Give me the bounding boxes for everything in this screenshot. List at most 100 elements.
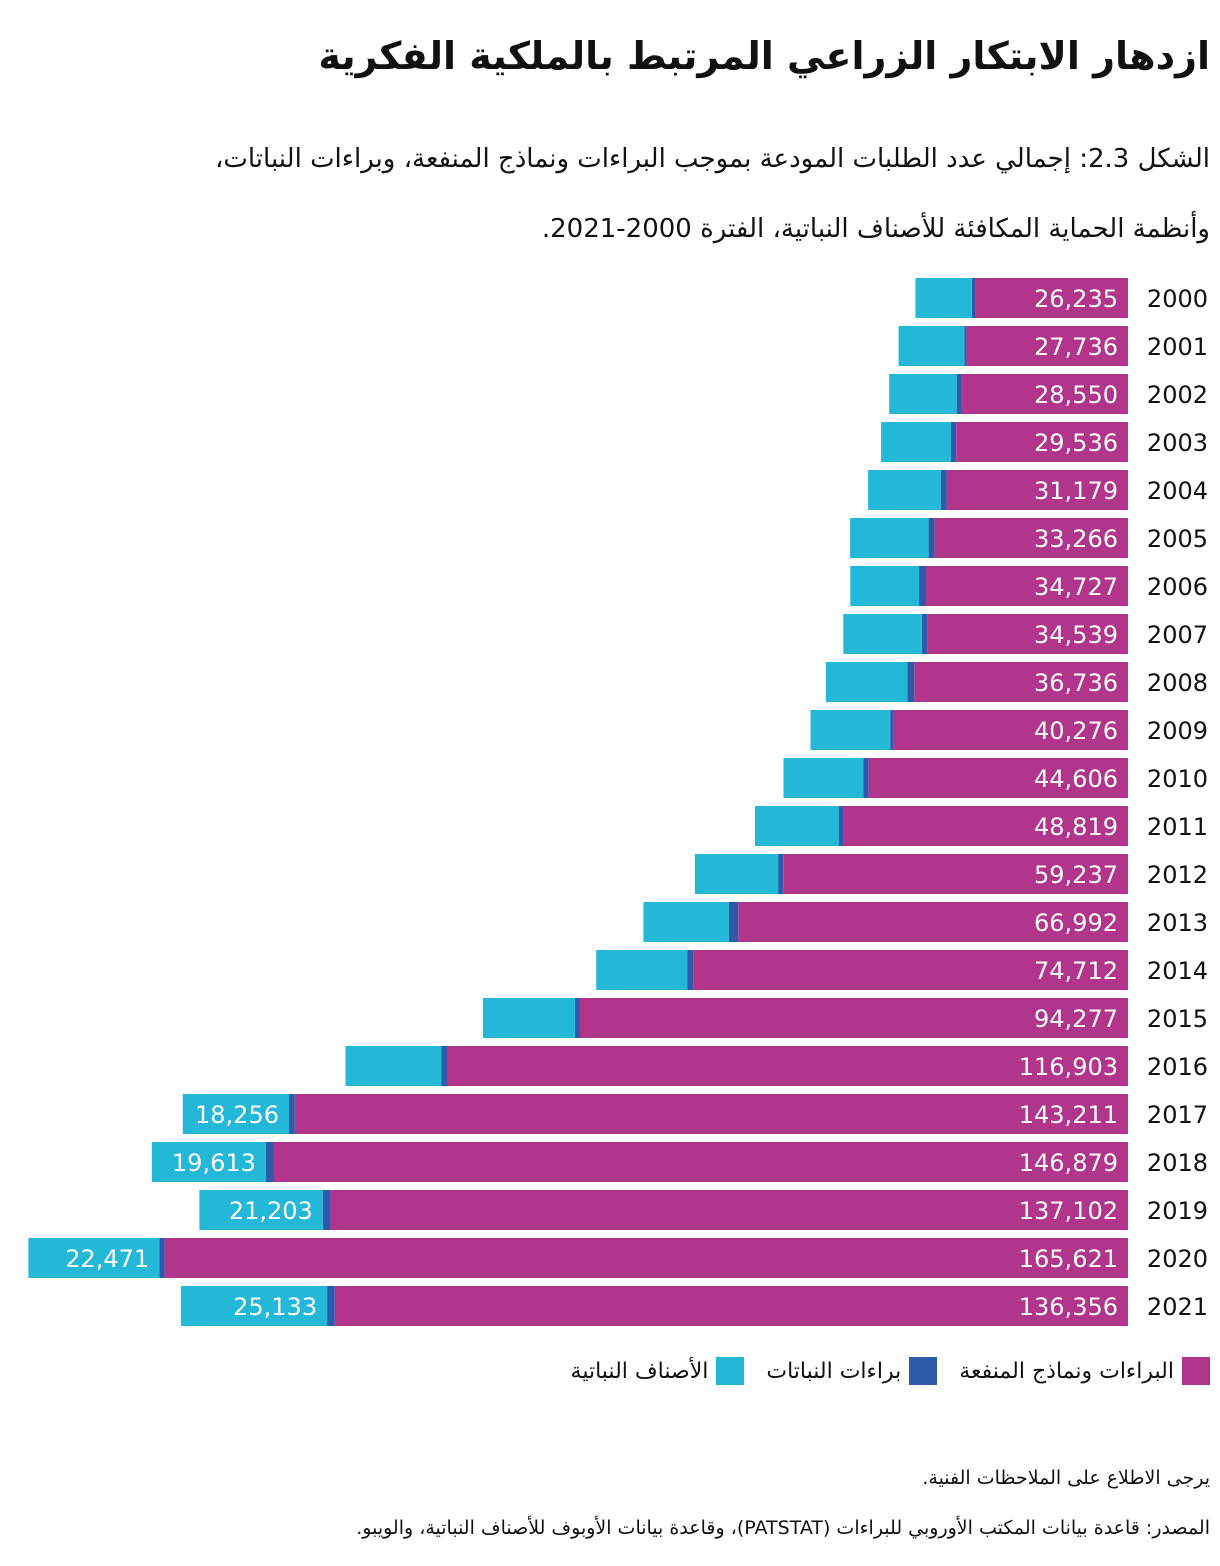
- bar-segment-plant-varieties-2004: [868, 470, 941, 510]
- bar-segment-plant-patents-2021: [327, 1286, 335, 1326]
- data-label-patents-2008: 36,736: [1034, 669, 1118, 697]
- bar-segment-plant-patents-2003: [950, 422, 957, 462]
- bar-segment-plant-patents-2006: [919, 566, 926, 606]
- data-label-patents-2014: 74,712: [1034, 957, 1118, 985]
- bar-segment-plant-varieties-2014: [596, 950, 688, 990]
- data-label-plant-varieties-2017: 18,256: [195, 1101, 279, 1129]
- data-label-patents-2016: 116,903: [1019, 1053, 1118, 1081]
- y-tick-label-2015: 2015: [1147, 1005, 1208, 1033]
- bar-segment-patents-2016: [447, 1046, 1128, 1086]
- y-tick-label-2004: 2004: [1147, 477, 1208, 505]
- bar-segment-patents-2004: [946, 470, 1128, 510]
- data-label-patents-2004: 31,179: [1034, 477, 1118, 505]
- data-label-patents-2015: 94,277: [1034, 1005, 1118, 1033]
- bar-segment-patents-2005: [934, 518, 1128, 558]
- bar-segment-plant-varieties-2007: [843, 614, 922, 654]
- source-note: المصدر: قاعدة بيانات المكتب الأوروبي للب…: [356, 1517, 1210, 1539]
- y-tick-label-2017: 2017: [1147, 1101, 1208, 1129]
- legend-item-plant-patents: براءات النباتات: [766, 1357, 938, 1385]
- bar-segment-plant-patents-2014: [687, 950, 694, 990]
- bar-row-2015: 94,277 2015: [482, 998, 1208, 1038]
- bar-row-2008: 36,736 2008: [825, 662, 1208, 702]
- bar-segment-patents-2000: [975, 278, 1128, 318]
- data-label-patents-2017: 143,211: [1019, 1101, 1118, 1129]
- data-label-patents-2002: 28,550: [1034, 381, 1118, 409]
- bar-segment-plant-patents-2004: [940, 470, 947, 510]
- bar-segment-plant-varieties-2012: [694, 854, 779, 894]
- data-label-patents-2005: 33,266: [1034, 525, 1118, 553]
- y-tick-label-2019: 2019: [1147, 1197, 1208, 1225]
- technical-note: يرجى الاطلاع على الملاحظات الفنية.: [922, 1467, 1210, 1489]
- bar-segment-plant-varieties-2002: [889, 374, 957, 414]
- legend-item-patents: البراءات ونماذج المنفعة: [959, 1357, 1210, 1385]
- data-label-plant-varieties-2018: 19,613: [172, 1149, 256, 1177]
- bar-segment-patents-2007: [927, 614, 1128, 654]
- bar-row-2005: 33,266 2005: [850, 518, 1208, 558]
- data-label-patents-2000: 26,235: [1034, 285, 1118, 313]
- data-label-patents-2010: 44,606: [1034, 765, 1118, 793]
- bar-segment-plant-patents-2009: [890, 710, 894, 750]
- bar-row-2013: 66,992 2013: [643, 902, 1208, 942]
- subtitle-line-2: وأنظمة الحماية المكافئة للأصناف النباتية…: [541, 214, 1210, 244]
- bar-segment-plant-varieties-2019: [199, 1190, 323, 1230]
- bar-segment-patents-2012: [783, 854, 1128, 894]
- y-tick-label-2012: 2012: [1147, 861, 1208, 889]
- chart-subtitle: الشكل 2.3: إجمالي عدد الطلبات المودعة بم…: [10, 124, 1210, 264]
- data-label-patents-2011: 48,819: [1034, 813, 1118, 841]
- data-label-patents-2021: 136,356: [1019, 1293, 1118, 1321]
- bar-segment-plant-patents-2007: [921, 614, 927, 654]
- y-tick-label-2020: 2020: [1147, 1245, 1208, 1273]
- bar-segment-plant-patents-2005: [928, 518, 935, 558]
- bar-row-2001: 27,736 2001: [898, 326, 1208, 366]
- y-tick-label-2003: 2003: [1147, 429, 1208, 457]
- bar-segment-plant-varieties-2008: [825, 662, 908, 702]
- bar-row-2020: 165,621 22,471 2020: [28, 1238, 1208, 1278]
- bar-segment-plant-varieties-2000: [915, 278, 972, 318]
- bar-segment-plant-varieties-2001: [898, 326, 965, 366]
- bar-row-2016: 116,903 2016: [345, 1046, 1208, 1086]
- legend-item-plant-varieties: الأصناف النباتية: [571, 1357, 745, 1385]
- bar-row-2006: 34,727 2006: [850, 566, 1208, 606]
- bar-row-2004: 31,179 2004: [868, 470, 1208, 510]
- stacked-bar-chart: 26,235 2000 27,736 2001 28,550 2002 29,536 2003…: [28, 278, 1208, 1326]
- bar-segment-patents-2003: [956, 422, 1128, 462]
- bar-segment-plant-varieties-2005: [850, 518, 929, 558]
- bar-row-2000: 26,235 2000: [915, 278, 1208, 318]
- y-tick-label-2001: 2001: [1147, 333, 1208, 361]
- bar-segment-plant-patents-2019: [322, 1190, 331, 1230]
- data-label-plant-varieties-2019: 21,203: [229, 1197, 313, 1225]
- bar-segment-plant-varieties-2016: [345, 1046, 442, 1086]
- bar-segment-patents-2020: [164, 1238, 1128, 1278]
- bar-segment-plant-patents-2010: [863, 758, 869, 798]
- subtitle-line-1: الشكل 2.3: إجمالي عدد الطلبات المودعة بم…: [215, 144, 1210, 174]
- data-label-plant-varieties-2021: 25,133: [233, 1293, 317, 1321]
- legend-swatch-plant-patents: [909, 1357, 938, 1385]
- y-tick-label-2000: 2000: [1147, 285, 1208, 313]
- bar-row-2021: 136,356 25,133 2021: [180, 1286, 1208, 1326]
- bar-row-2011: 48,819 2011: [755, 806, 1208, 846]
- bar-segment-plant-patents-2001: [964, 326, 967, 366]
- bar-segment-plant-varieties-2017: [182, 1094, 289, 1134]
- bar-segment-plant-varieties-2009: [810, 710, 891, 750]
- bar-row-2019: 137,102 21,203 2019: [199, 1190, 1208, 1230]
- bar-segment-plant-varieties-2011: [755, 806, 839, 846]
- data-label-patents-2012: 59,237: [1034, 861, 1118, 889]
- bar-segment-plant-patents-2017: [289, 1094, 295, 1134]
- bar-segment-plant-patents-2008: [907, 662, 915, 702]
- bar-segment-plant-varieties-2003: [881, 422, 951, 462]
- data-label-plant-varieties-2020: 22,471: [65, 1245, 149, 1273]
- y-tick-label-2009: 2009: [1147, 717, 1208, 745]
- bar-segment-plant-patents-2013: [728, 902, 739, 942]
- bar-row-2012: 59,237 2012: [694, 854, 1208, 894]
- data-label-patents-2018: 146,879: [1019, 1149, 1118, 1177]
- bar-segment-plant-varieties-2015: [482, 998, 575, 1038]
- y-tick-label-2002: 2002: [1147, 381, 1208, 409]
- bar-segment-patents-2015: [579, 998, 1128, 1038]
- bar-segment-plant-patents-2020: [159, 1238, 165, 1278]
- bar-row-2018: 146,879 19,613 2018: [151, 1142, 1208, 1182]
- y-tick-label-2013: 2013: [1147, 909, 1208, 937]
- y-tick-label-2018: 2018: [1147, 1149, 1208, 1177]
- bar-segment-plant-varieties-2020: [28, 1238, 160, 1278]
- y-tick-label-2011: 2011: [1147, 813, 1208, 841]
- bar-segment-plant-varieties-2013: [643, 902, 729, 942]
